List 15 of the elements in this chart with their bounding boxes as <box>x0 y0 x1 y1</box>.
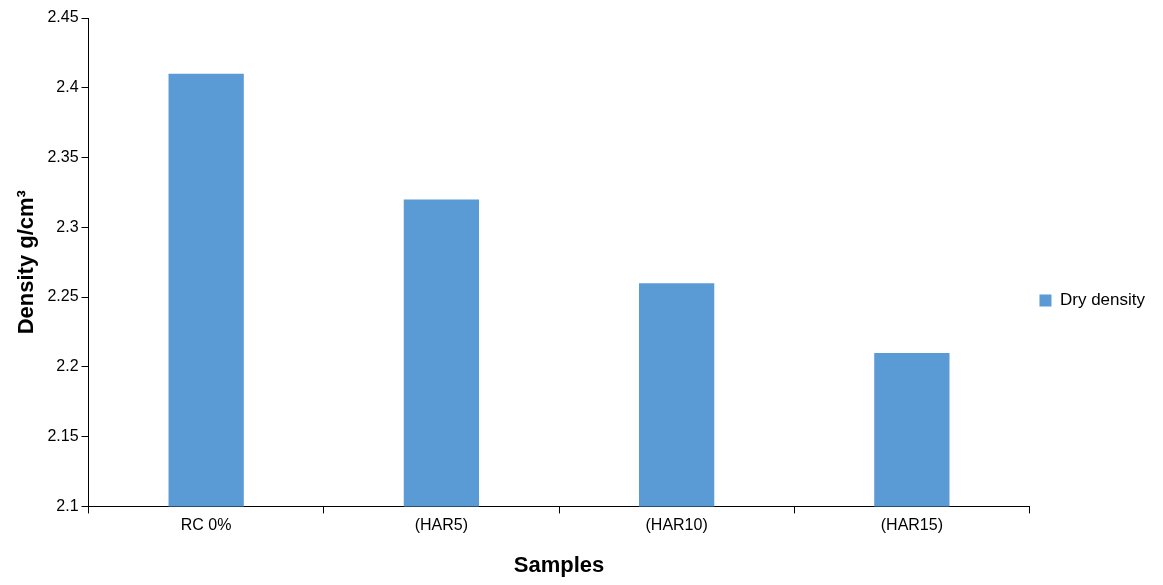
y-tick-label: 2.3 <box>56 217 79 235</box>
y-axis-title: Density g/cm³ <box>13 190 39 335</box>
x-axis-title: Samples <box>513 551 605 577</box>
x-tick-label: (HAR15) <box>880 516 943 534</box>
legend-label: Dry density <box>1059 290 1146 310</box>
x-tick-label: (HAR5) <box>414 516 469 534</box>
y-tick-label: 2.1 <box>56 496 79 514</box>
y-tick-label: 2.15 <box>47 427 79 445</box>
x-tick-label: (HAR10) <box>645 516 708 534</box>
x-tick-label: RC 0% <box>180 516 232 534</box>
y-tick-label: 2.25 <box>47 287 79 305</box>
y-tick-label: 2.45 <box>47 8 79 26</box>
y-tick-label: 2.4 <box>56 78 79 96</box>
y-tick-label: 2.2 <box>56 357 79 375</box>
y-tick-label: 2.35 <box>47 147 79 165</box>
